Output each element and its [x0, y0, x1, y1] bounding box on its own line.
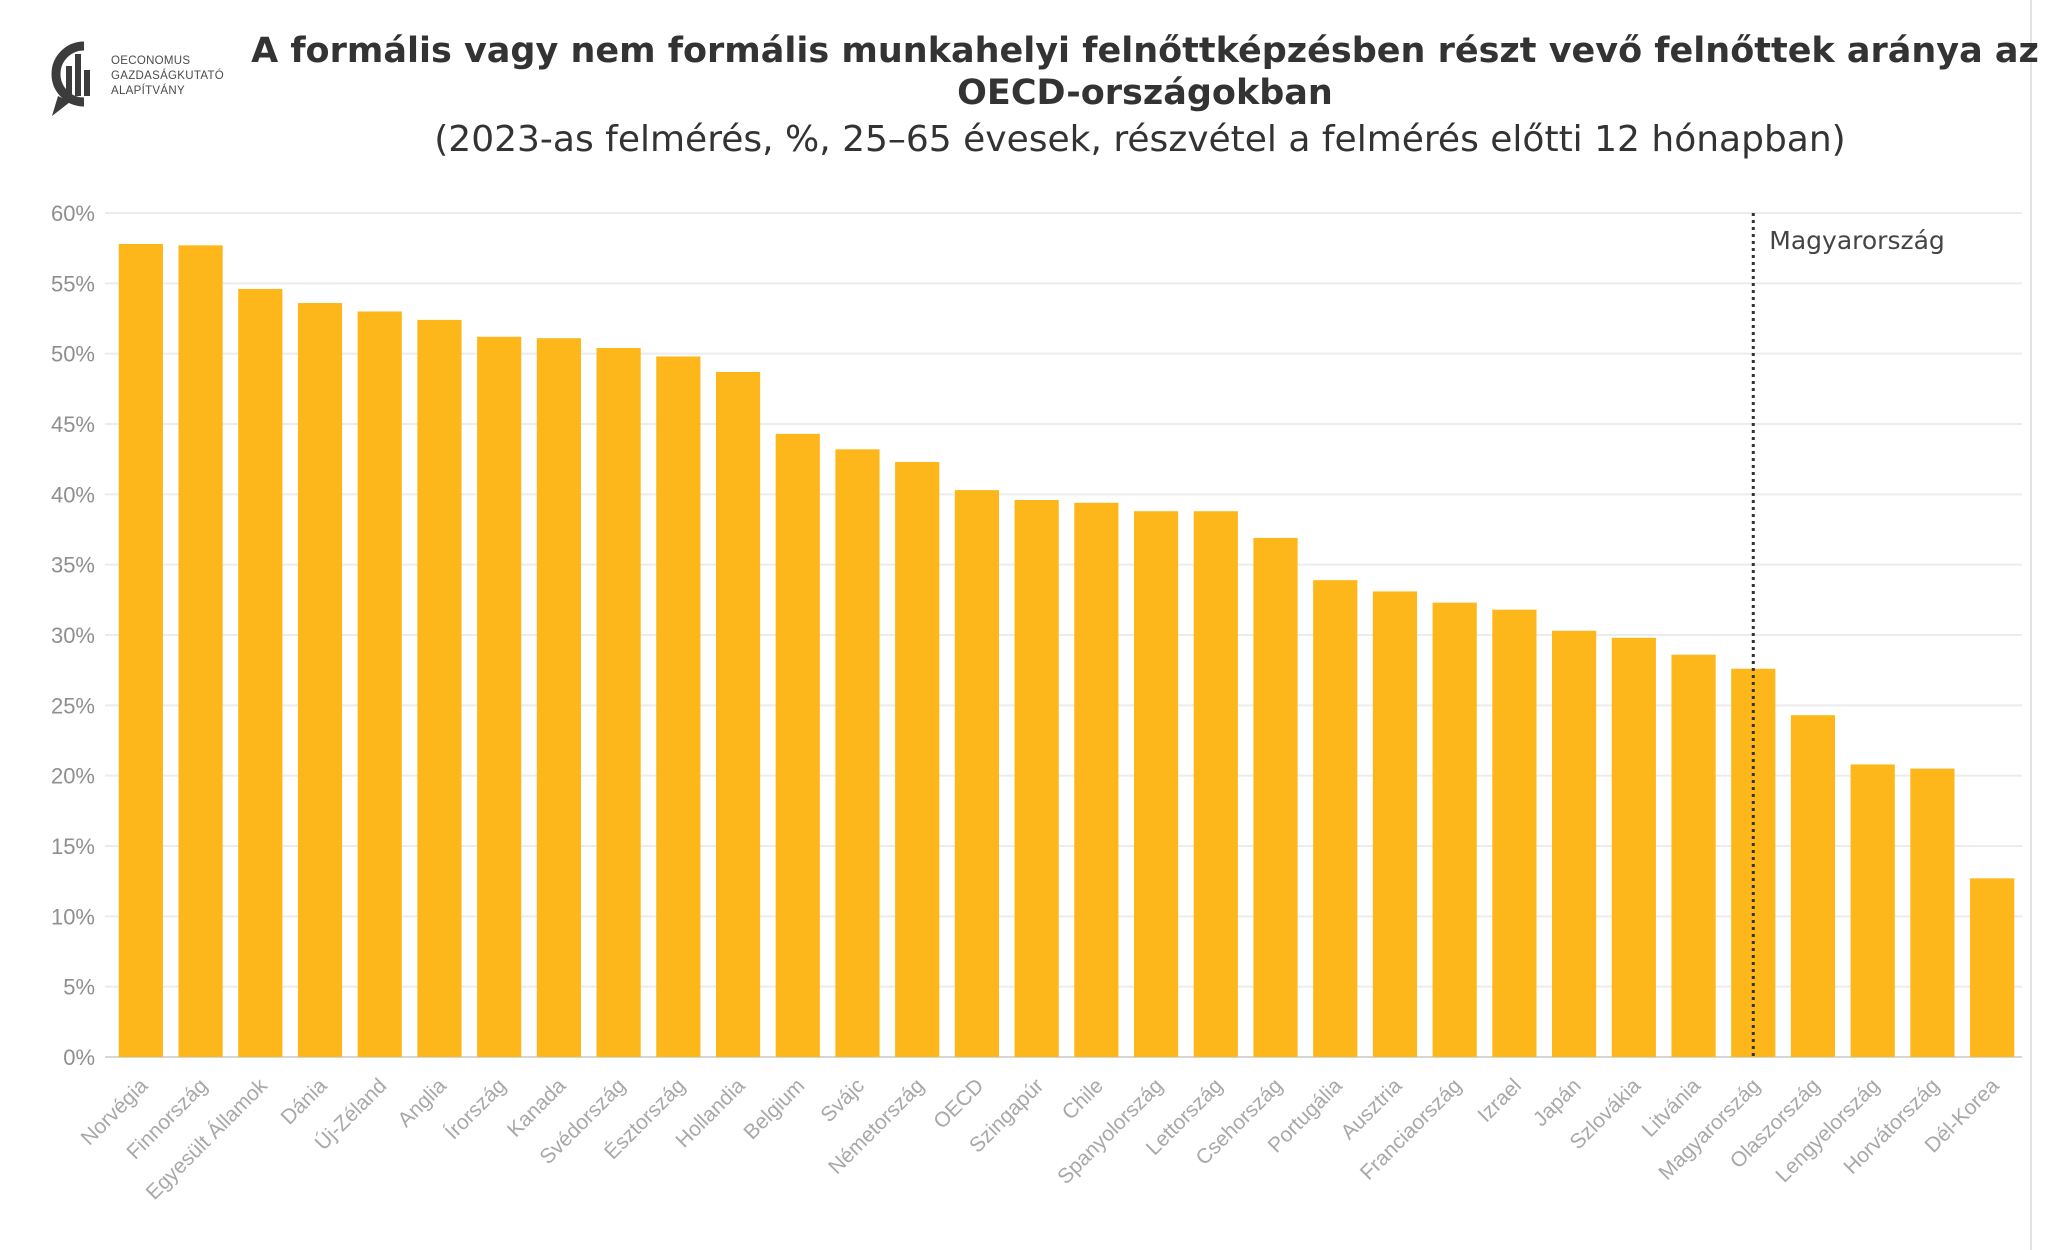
x-tick-label: Anglia	[393, 1074, 451, 1132]
bar	[1014, 499, 1059, 1058]
bar	[835, 449, 880, 1057]
bar	[715, 371, 761, 1057]
bar	[1850, 764, 1895, 1057]
x-tick-label: OECD	[929, 1074, 988, 1133]
x-tick-label: Belgium	[739, 1074, 809, 1144]
logo-line-3: ALAPÍTVÁNY	[111, 85, 185, 97]
bar	[1372, 591, 1418, 1057]
bar	[297, 303, 343, 1057]
y-tick-label: 10%	[51, 904, 95, 929]
x-tick-label: Dánia	[276, 1074, 331, 1129]
bar	[1611, 637, 1656, 1057]
x-tick-label: Svájc	[816, 1074, 869, 1127]
bar	[596, 348, 641, 1057]
bar	[775, 433, 820, 1057]
y-axis: 0% 5% 10% 15% 20% 25% 30% 35% 40% 45% 50% 55% 60%	[51, 201, 95, 1070]
bar	[536, 338, 581, 1057]
bar	[895, 461, 940, 1058]
y-tick-label: 25%	[51, 693, 95, 718]
x-tick-label: Japán	[1529, 1074, 1586, 1131]
y-tick-label: 60%	[51, 201, 95, 226]
logo-line-1: OECONOMUS	[111, 55, 191, 67]
bar	[357, 311, 402, 1057]
bar	[656, 356, 701, 1058]
y-tick-label: 45%	[51, 412, 95, 437]
bar	[954, 490, 1000, 1057]
y-tick-label: 35%	[51, 553, 95, 578]
bar	[1193, 511, 1238, 1057]
x-tick-label: Chile	[1058, 1074, 1108, 1124]
bar	[1133, 511, 1179, 1057]
logo-wordmark: OECONOMUS GAZDASÁGKUTATÓ ALAPÍTVÁNY	[111, 54, 224, 99]
bar	[417, 319, 462, 1057]
x-tick-label: Izrael	[1473, 1074, 1526, 1127]
annotation-layer: Magyarország	[1751, 213, 1945, 1057]
y-tick-label: 50%	[51, 342, 95, 367]
y-tick-label: 5%	[63, 975, 95, 1000]
x-tick-label: Lengyelország	[1771, 1074, 1884, 1187]
bar	[1313, 580, 1358, 1057]
bar	[238, 288, 283, 1058]
bar	[1552, 630, 1597, 1057]
y-tick-label: 0%	[63, 1045, 95, 1070]
logo-line-2: GAZDASÁGKUTATÓ	[111, 70, 225, 82]
y-tick-label: 20%	[51, 764, 95, 789]
bar	[1074, 502, 1119, 1058]
x-tick-label: Spanyolország	[1053, 1074, 1167, 1188]
right-edge-divider	[2030, 0, 2032, 1250]
bar	[1970, 878, 2015, 1057]
bar	[1432, 602, 1477, 1057]
chart-title: A formális vagy nem formális munkahelyi …	[251, 31, 2039, 113]
bar	[178, 245, 223, 1057]
bar	[1671, 654, 1716, 1057]
bar	[118, 243, 163, 1058]
bar	[1492, 609, 1537, 1057]
annotation-label: Magyarország	[1769, 226, 1945, 255]
bar-series	[118, 243, 2015, 1058]
brand-logo: OECONOMUS GAZDASÁGKUTATÓ ALAPÍTVÁNY	[44, 40, 244, 130]
chart-subtitle: (2023-as felmérés, %, 25–65 évesek, rész…	[434, 119, 1846, 160]
x-tick-label: Írország	[441, 1074, 511, 1144]
y-tick-label: 30%	[51, 623, 95, 648]
bar	[1910, 768, 1955, 1057]
y-tick-label: 40%	[51, 482, 95, 507]
logo-icon	[51, 41, 90, 116]
y-tick-label: 55%	[51, 271, 95, 296]
bar	[477, 336, 522, 1058]
bar	[1790, 715, 1836, 1057]
bar	[1253, 537, 1298, 1057]
y-tick-label: 15%	[51, 834, 95, 859]
